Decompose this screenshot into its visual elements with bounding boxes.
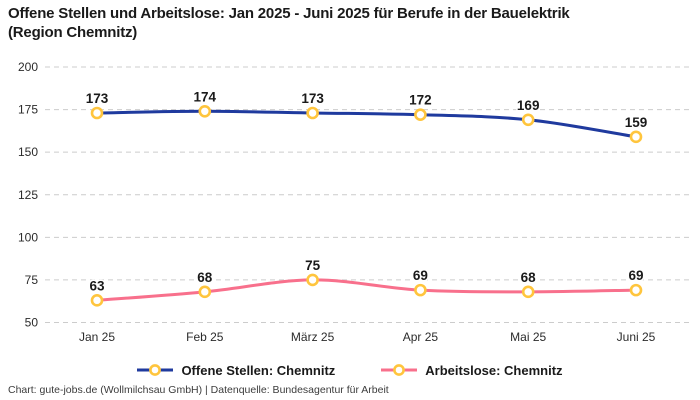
data-point-label: 75 (305, 258, 321, 273)
data-point-marker[interactable] (521, 285, 535, 299)
x-tick-label: Juni 25 (617, 330, 656, 344)
legend-item-offene-stellen[interactable]: Offene Stellen: Chemnitz (137, 363, 335, 378)
legend-marker-icon (393, 364, 406, 376)
chart-svg: 50 75 100 125 150 175 200 Jan 25 Feb 25 März 25 Ap… (18, 60, 691, 344)
x-tick-label: Feb 25 (186, 330, 224, 344)
data-point-label: 63 (89, 278, 105, 293)
x-tick-label: Apr 25 (403, 330, 439, 344)
data-point-marker[interactable] (198, 104, 212, 118)
chart-title-line-1: Offene Stellen und Arbeitslose: Jan 2025… (8, 5, 570, 22)
legend-label: Arbeitslose: Chemnitz (425, 362, 563, 378)
y-tick-label: 150 (18, 145, 38, 159)
data-point-label: 173 (301, 91, 324, 106)
y-tick-label: 50 (25, 316, 39, 330)
data-point-label: 159 (625, 115, 648, 130)
data-point-marker[interactable] (90, 106, 104, 120)
data-point-label: 69 (413, 268, 428, 283)
chart-credit: Chart: gute-jobs.de (Wollmilchsau GmbH) … (8, 384, 389, 396)
chart-title: Offene Stellen und Arbeitslose: Jan 2025… (8, 4, 692, 42)
data-point-label: 172 (409, 93, 432, 108)
legend-marker-icon (149, 364, 162, 376)
data-point-label: 68 (521, 270, 537, 285)
x-tick-label: Mai 25 (510, 330, 546, 344)
data-point-marker[interactable] (414, 283, 427, 297)
data-point-marker[interactable] (306, 273, 319, 287)
data-point-label: 69 (628, 268, 643, 283)
y-tick-label: 175 (18, 103, 38, 117)
series-line-0 (95, 109, 638, 139)
data-point-label: 169 (517, 98, 540, 113)
legend-label: Offene Stellen: Chemnitz (181, 362, 336, 378)
data-point-marker[interactable] (198, 285, 212, 299)
x-tick-label: März 25 (291, 330, 335, 344)
data-point-marker[interactable] (414, 108, 427, 121)
chart-plot-area: 50 75 100 125 150 175 200 Jan 25 Feb 25 März 25 Ap… (0, 55, 700, 355)
legend-swatch-line-marker-icon (137, 364, 174, 376)
data-point-marker[interactable] (306, 106, 319, 120)
y-tick-label: 200 (18, 60, 38, 74)
data-point-label: 174 (194, 89, 217, 104)
data-point-label: 173 (86, 91, 109, 106)
data-point-marker[interactable] (521, 113, 535, 127)
data-point-marker[interactable] (629, 130, 643, 144)
legend-swatch-line-marker-icon (381, 364, 418, 376)
series-line-1 (95, 278, 638, 302)
y-tick-label: 100 (18, 230, 38, 244)
chart-legend: Offene Stellen: Chemnitz Arbeitslose: Ch… (0, 360, 700, 380)
y-tick-label: 75 (25, 273, 39, 287)
y-tick-label: 125 (18, 188, 38, 202)
data-point-label: 68 (197, 270, 213, 285)
chart-title-line-2: (Region Chemnitz) (8, 24, 138, 41)
x-tick-label: Jan 25 (79, 330, 115, 344)
data-point-marker[interactable] (90, 294, 104, 307)
legend-item-arbeitslose[interactable]: Arbeitslose: Chemnitz (381, 362, 563, 378)
data-point-marker[interactable] (629, 283, 643, 297)
